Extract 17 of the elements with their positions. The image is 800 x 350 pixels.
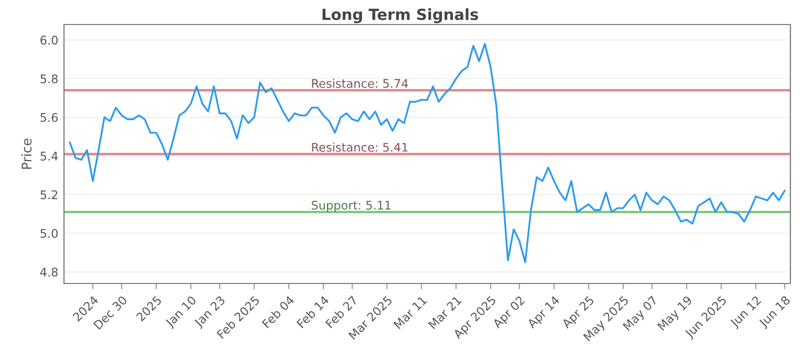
ref-line-label: Resistance: 5.74 <box>312 78 408 88</box>
line-series <box>68 42 786 264</box>
y-tick-label: 6.0 <box>40 36 58 45</box>
y-tick-label: 5.8 <box>40 74 58 84</box>
ref-line-label: Support: 5.11 <box>312 200 391 212</box>
x-tick-label: Mar 21 <box>428 296 462 330</box>
y-tick-label: 5.4 <box>40 152 58 161</box>
y-tick-label: 4.8 <box>40 268 58 277</box>
x-tick-label: Apr 14 <box>526 295 562 330</box>
y-tick-label: 5.6 <box>40 113 58 122</box>
y-tick-label: 5.0 <box>40 228 58 238</box>
y-tick-label: 5.2 <box>40 190 58 200</box>
ref-line-label: Resistance: 5.41 <box>312 142 408 152</box>
chart-title: Long Term Signals <box>322 8 478 24</box>
x-tick-label: Feb 04 <box>262 295 295 328</box>
x-tick-label: Mar 11 <box>393 296 428 330</box>
y-axis-title: Price <box>21 138 32 169</box>
